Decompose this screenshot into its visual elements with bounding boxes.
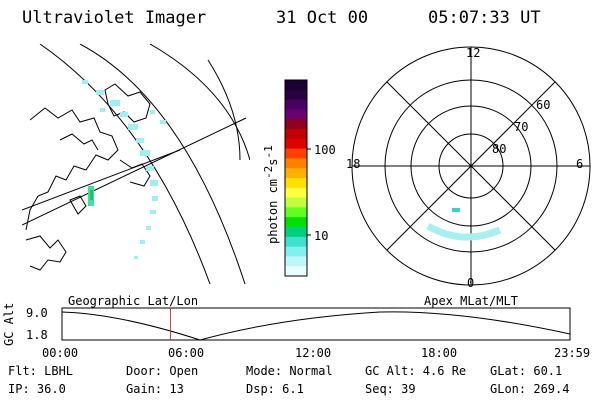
aurora-emission — [82, 80, 166, 259]
timeline-right-label: Apex MLat/MLT — [424, 294, 518, 308]
timeline-tick-1: 06:00 — [168, 346, 205, 360]
colorbar-swatch — [285, 217, 307, 228]
coastline-2 — [59, 133, 99, 151]
timeline-tick-0: 00:00 — [42, 346, 79, 360]
colorbar-swatch — [285, 148, 307, 159]
polar-lat-70: 70 — [514, 120, 529, 134]
polar-mlt-0: 0 — [467, 276, 475, 290]
colorbar-swatch — [285, 109, 307, 120]
status-glon: GLon: 269.4 — [490, 382, 570, 396]
colorbar-swatch — [285, 129, 307, 140]
colorbar-swatch — [285, 246, 307, 257]
map-lat-arc-4 — [207, 59, 241, 161]
polar-mlt-6: 6 — [576, 157, 584, 171]
colorbar-tick-low: 10 — [314, 229, 329, 243]
status-flt: Flt: LBHL — [8, 364, 74, 378]
aurora-bright-spot — [88, 186, 94, 206]
map-lon-line-2 — [22, 149, 181, 211]
colorbar-swatch — [285, 207, 307, 218]
page-title: Ultraviolet Imager — [22, 8, 207, 28]
coastline-4 — [25, 235, 67, 271]
time-label: 05:07:33 UT — [428, 8, 541, 28]
coastline-6 — [69, 195, 87, 215]
polar-mlt-12: 12 — [466, 46, 481, 60]
map-lon-line-1 — [22, 117, 247, 226]
status-mode: Mode: Normal — [246, 364, 333, 378]
status-ip: IP: 36.0 — [8, 382, 66, 396]
polar-mlt-18: 18 — [346, 157, 361, 171]
colorbar-swatch — [285, 197, 307, 208]
timeline-tick-3: 18:00 — [421, 346, 458, 360]
status-dsp: Dsp: 6.1 — [246, 382, 304, 396]
status-gain: Gain: 13 — [126, 382, 184, 396]
timeline-tick-4: 23:59 — [554, 346, 591, 360]
colorbar-tick-high: 100 — [314, 143, 336, 157]
polar-lat-60: 60 — [536, 98, 551, 112]
colorbar-swatch — [285, 138, 307, 150]
colorbar-swatch — [285, 227, 307, 238]
status-glat: GLat: 60.1 — [490, 364, 563, 378]
timeline-y-low: 1.8 — [26, 328, 48, 342]
timeline-tick-2: 12:00 — [295, 346, 332, 360]
timeline-frame — [61, 307, 571, 341]
status-seq: Seq: 39 — [365, 382, 416, 396]
polar-lat-80: 80 — [492, 142, 507, 156]
map-lat-arc-2 — [79, 44, 246, 284]
coastline-3 — [104, 83, 151, 123]
timeline-altitude-curve — [61, 311, 571, 341]
colorbar-swatch — [285, 178, 307, 189]
status-gcalt: GC Alt: 4.6 Re — [365, 364, 467, 378]
colorbar-swatch — [285, 187, 307, 199]
colorbar-swatch — [285, 158, 307, 169]
colorbar-swatch — [285, 89, 307, 101]
colorbar-swatch — [285, 236, 307, 248]
status-door: Door: Open — [126, 364, 199, 378]
colorbar-frame — [284, 79, 308, 277]
polar-diag-2 — [386, 81, 556, 251]
polar-aurora-oval — [426, 208, 502, 241]
timeline-y-high: 9.0 — [26, 306, 48, 320]
colorbar-swatch — [285, 99, 307, 110]
colorbar-swatch — [285, 80, 307, 91]
colorbar-swatch — [285, 256, 307, 267]
colorbar-swatch — [285, 168, 307, 179]
date-label: 31 Oct 00 — [276, 8, 369, 28]
timeline-left-label: Geographic Lat/Lon — [68, 294, 199, 308]
colorbar-swatch — [285, 266, 307, 277]
colorbar-swatch — [285, 119, 307, 130]
coastline-1 — [25, 107, 119, 231]
map-lat-arc-3 — [149, 44, 250, 161]
